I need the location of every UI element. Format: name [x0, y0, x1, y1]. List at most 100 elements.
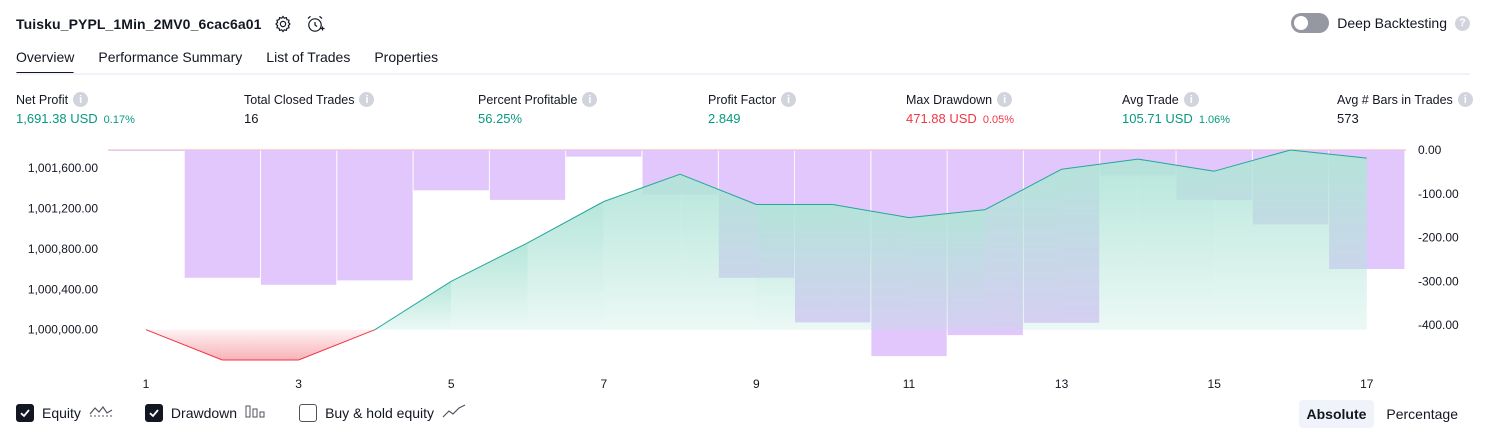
metric-percent: 0.17% [103, 114, 135, 126]
metric-label: Avg # Bars in Trades [1337, 92, 1453, 107]
metric-label: Max Drawdown [906, 92, 993, 107]
drawdown-bar [337, 150, 413, 281]
equity-line-segment [1290, 149, 1367, 159]
info-icon[interactable]: i [781, 92, 797, 107]
metric-percent: 0.05% [982, 114, 1015, 126]
x-axis-tick-label: 11 [903, 377, 916, 391]
drawdown-bar [566, 150, 642, 157]
info-icon[interactable]: i [1183, 92, 1199, 107]
chart-legend: Equity Drawdown Buy & hold equity [16, 403, 498, 422]
gear-icon[interactable] [272, 13, 294, 35]
drawdown-checkbox[interactable] [144, 403, 163, 422]
drawdown-bar [489, 150, 566, 200]
percentage-button[interactable]: Percentage [1386, 406, 1458, 422]
tab-overview[interactable]: Overview [16, 44, 75, 75]
info-icon[interactable]: i [73, 92, 89, 107]
metric-avg-trade: Avg Trade i 105.71 USD 1.06% [1122, 92, 1230, 126]
drawdown-bar [413, 150, 489, 191]
deep-backtesting-toggle[interactable] [1291, 13, 1330, 33]
metric-percent: 1.06% [1198, 114, 1231, 126]
equity-area [909, 209, 986, 330]
info-icon[interactable]: i [997, 92, 1013, 107]
help-icon[interactable]: ? [1455, 15, 1470, 31]
metric-label: Total Closed Trades [244, 92, 355, 107]
equity-area [985, 169, 1062, 330]
metric-value: 16 [244, 111, 259, 126]
metric-label: Avg Trade [1122, 92, 1179, 107]
x-axis-tick-label: 3 [295, 377, 302, 391]
legend-equity[interactable]: Equity [16, 403, 113, 422]
info-icon[interactable]: i [1457, 92, 1473, 107]
left-axis-tick-label: 1,000,000.00 [28, 323, 98, 337]
metric-value: 1,691.38 USD [16, 111, 98, 126]
equity-area [756, 204, 833, 330]
tab-list-of-trades[interactable]: List of Trades [266, 49, 351, 65]
equity-line-segment [1214, 149, 1291, 172]
equity-line-segment [1137, 158, 1215, 172]
equity-area [1137, 159, 1215, 330]
right-axis-tick-label: -400.00 [1418, 318, 1459, 332]
strategy-header: Tuisku_PYPL_1Min_2MV0_6cac6a01 [16, 12, 326, 36]
strategy-title: Tuisku_PYPL_1Min_2MV0_6cac6a01 [16, 16, 262, 32]
report-tabs: Overview Performance Summary List of Tra… [16, 44, 439, 75]
equity-line-segment [1061, 158, 1138, 170]
right-axis-tick-label: -300.00 [1418, 274, 1459, 288]
metric-label: Profit Factor [708, 92, 777, 107]
buy-hold-checkbox[interactable] [299, 403, 318, 422]
equity-line-segment [908, 209, 986, 219]
x-axis-tick-label: 5 [448, 377, 455, 391]
metric-value: 573 [1337, 111, 1359, 126]
tab-performance-summary[interactable]: Performance Summary [98, 49, 243, 65]
equity-checkbox[interactable] [16, 403, 34, 422]
legend-label: Equity [42, 404, 81, 421]
toggle-knob [1294, 16, 1309, 30]
equity-drawdown-chart[interactable]: 1,000,000.00 1,000,400.00 1,000,800.00 1,00… [0, 140, 1486, 396]
drawdown-bars-icon [245, 403, 267, 422]
x-axis-tick-label: 17 [1360, 377, 1374, 391]
equity-area [1061, 159, 1138, 330]
legend-label: Buy & hold equity [325, 404, 435, 421]
left-axis-tick-label: 1,000,800.00 [28, 242, 98, 256]
metric-value: 56.25% [478, 111, 523, 126]
tab-properties[interactable]: Properties [374, 49, 439, 65]
legend-buy-hold[interactable]: Buy & hold equity [299, 403, 466, 422]
metric-percent-profitable: Percent Profitable i 56.25% [478, 92, 598, 126]
equity-line-segment [679, 173, 757, 205]
info-icon[interactable]: i [359, 92, 375, 107]
absolute-button[interactable]: Absolute [1298, 400, 1375, 428]
drawdown-bar [184, 150, 260, 278]
equity-area [832, 204, 909, 330]
equity-line-segment [374, 280, 452, 331]
equity-line-segment [603, 173, 681, 202]
metric-avg-bars-in-trades: Avg # Bars in Trades i 573 [1337, 92, 1473, 126]
equity-line-segment [832, 204, 910, 219]
x-axis-tick-label: 9 [753, 377, 760, 391]
x-axis-tick-label: 1 [143, 377, 150, 391]
buy-hold-line-icon [442, 403, 466, 422]
equity-area [451, 242, 528, 330]
equity-line-segment [298, 329, 376, 361]
equity-line-segment [145, 329, 223, 361]
metrics-bar: Net Profit i 1,691.38 USD 0.17% Total Clos… [16, 92, 1473, 132]
metric-net-profit: Net Profit i 1,691.38 USD 0.17% [16, 92, 135, 126]
left-axis-tick-label: 1,001,600.00 [28, 161, 98, 175]
equity-negative-area [146, 329, 223, 360]
info-icon[interactable]: i [582, 92, 598, 107]
metric-label: Percent Profitable [478, 92, 578, 107]
equity-area [527, 201, 604, 330]
equity-line-segment [985, 168, 1062, 211]
equity-area [1290, 150, 1367, 330]
equity-area [603, 174, 681, 330]
metric-label: Net Profit [16, 92, 69, 107]
alarm-clock-plus-icon[interactable] [304, 13, 326, 35]
legend-drawdown[interactable]: Drawdown [144, 403, 267, 422]
drawdown-bar [261, 150, 337, 285]
right-axis-tick-label: 0.00 [1418, 143, 1442, 157]
right-axis-tick-label: -200.00 [1418, 231, 1459, 245]
equity-line-icon [89, 403, 113, 422]
metric-total-closed-trades: Total Closed Trades i 16 [244, 92, 375, 126]
metric-value: 471.88 USD [906, 111, 977, 126]
right-axis-tick-label: -100.00 [1418, 187, 1459, 201]
equity-negative-area [222, 329, 299, 360]
left-axis-tick-label: 1,000,400.00 [28, 282, 98, 296]
